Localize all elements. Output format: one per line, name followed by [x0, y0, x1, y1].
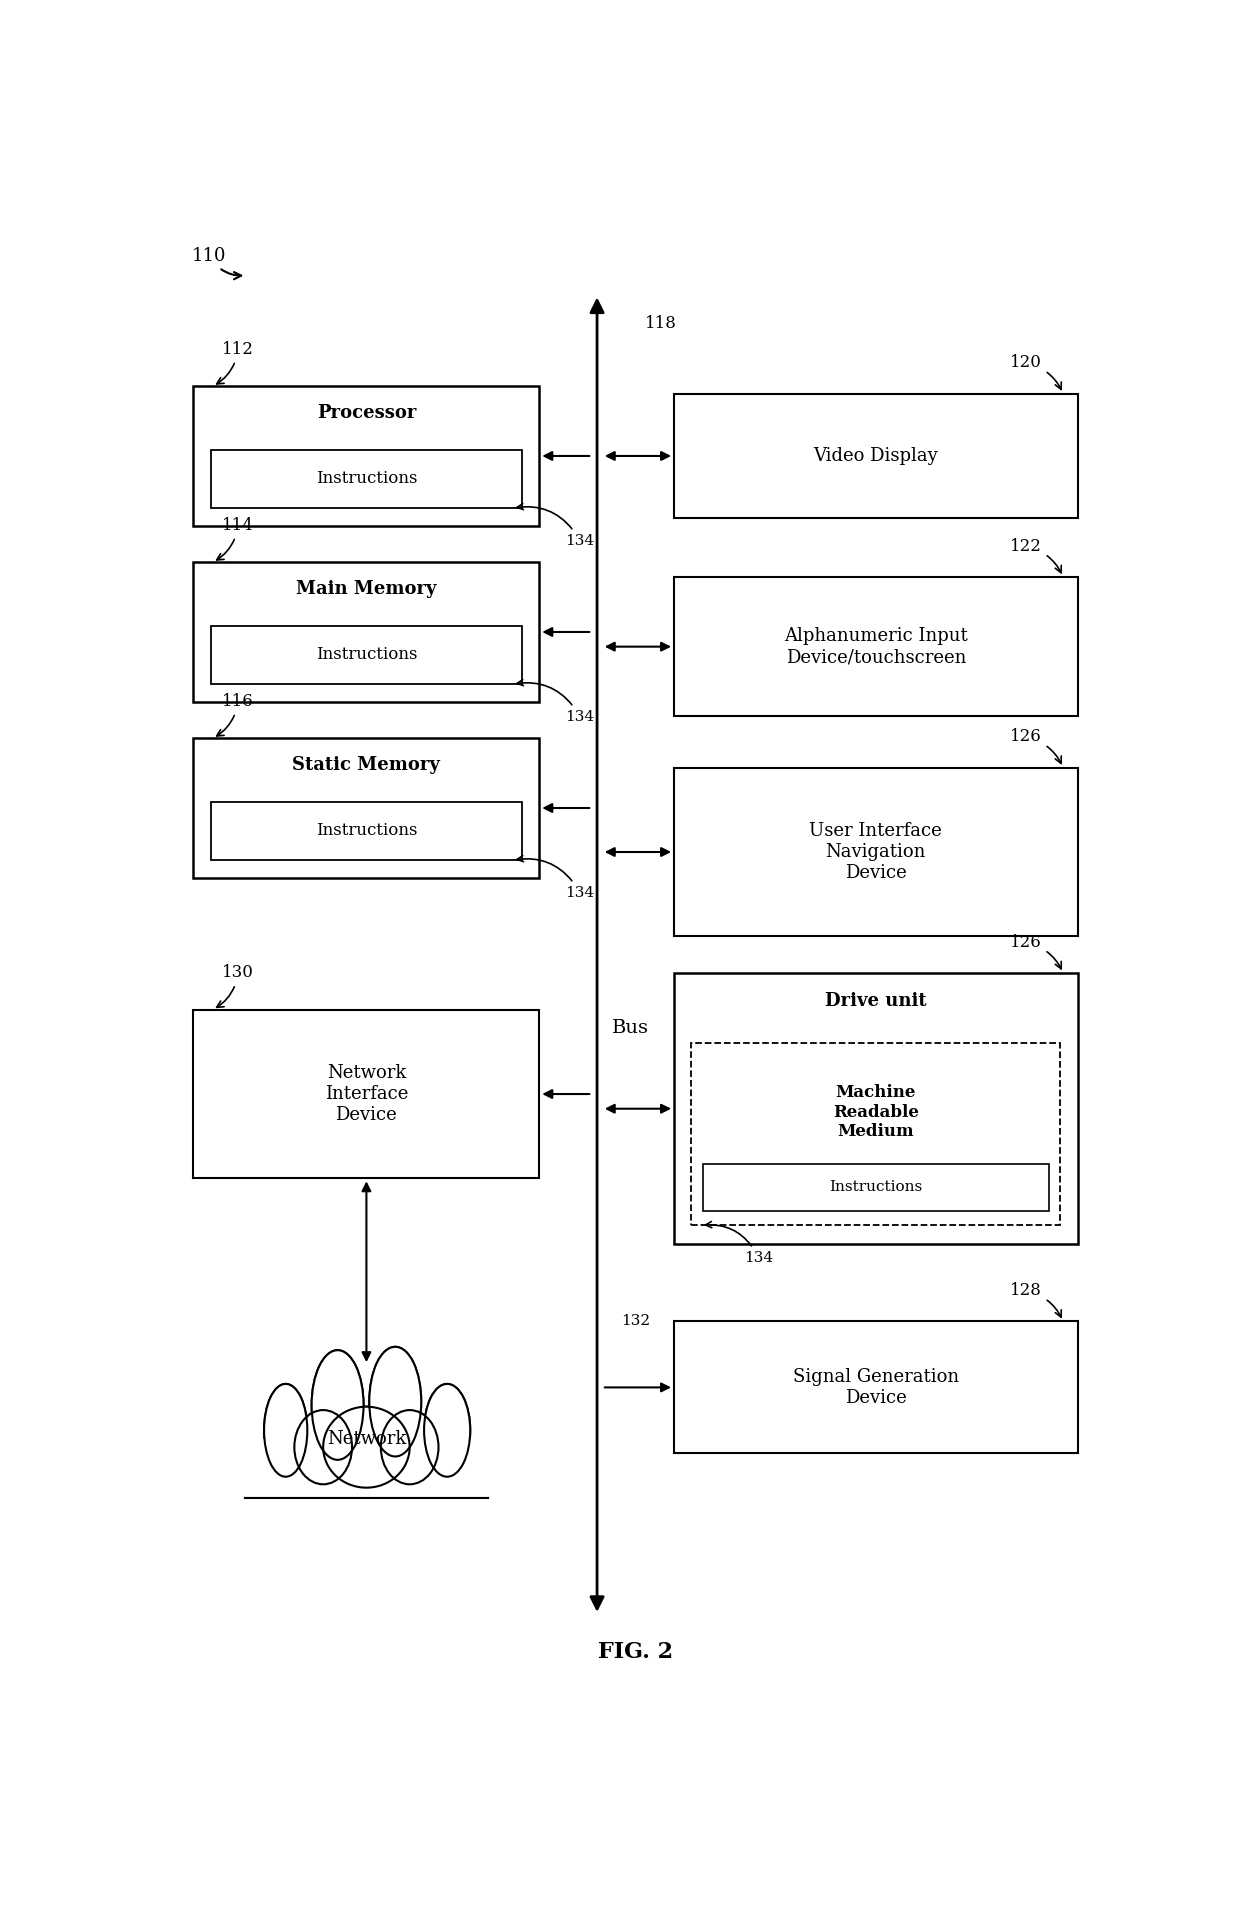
Text: 122: 122	[1011, 537, 1061, 573]
FancyBboxPatch shape	[246, 1438, 487, 1497]
Ellipse shape	[381, 1410, 439, 1484]
FancyBboxPatch shape	[246, 1438, 487, 1497]
Text: Network
Interface
Device: Network Interface Device	[325, 1065, 408, 1124]
Text: Network: Network	[326, 1431, 407, 1448]
FancyBboxPatch shape	[211, 625, 522, 684]
Text: Signal Generation
Device: Signal Generation Device	[792, 1368, 959, 1406]
Text: Processor: Processor	[316, 404, 417, 421]
Ellipse shape	[294, 1410, 352, 1484]
Ellipse shape	[370, 1347, 422, 1457]
Text: 150: 150	[341, 1534, 373, 1551]
Text: 126: 126	[1011, 933, 1061, 970]
FancyBboxPatch shape	[193, 1010, 539, 1179]
Text: 134: 134	[517, 503, 594, 549]
Text: 112: 112	[217, 341, 254, 385]
FancyBboxPatch shape	[675, 1322, 1078, 1454]
Text: 134: 134	[517, 680, 594, 724]
Ellipse shape	[264, 1383, 308, 1476]
FancyBboxPatch shape	[193, 387, 539, 526]
Text: Machine
Readable
Medium: Machine Readable Medium	[833, 1084, 919, 1141]
Text: Bus: Bus	[611, 1019, 649, 1036]
Ellipse shape	[424, 1383, 470, 1476]
Text: 134: 134	[706, 1221, 774, 1265]
Text: FIG. 2: FIG. 2	[598, 1642, 673, 1663]
FancyBboxPatch shape	[675, 973, 1078, 1244]
Ellipse shape	[311, 1351, 363, 1459]
Text: Drive unit: Drive unit	[825, 993, 926, 1010]
Text: 120: 120	[1011, 354, 1061, 389]
FancyBboxPatch shape	[193, 739, 539, 878]
FancyBboxPatch shape	[675, 577, 1078, 716]
Ellipse shape	[424, 1383, 470, 1476]
Text: 128: 128	[1011, 1282, 1061, 1316]
Text: Instructions: Instructions	[316, 646, 417, 663]
Text: User Interface
Navigation
Device: User Interface Navigation Device	[810, 823, 942, 882]
FancyBboxPatch shape	[675, 394, 1078, 518]
FancyBboxPatch shape	[193, 562, 539, 701]
Ellipse shape	[324, 1406, 409, 1488]
Text: Static Memory: Static Memory	[293, 756, 440, 773]
Text: Alphanumeric Input
Device/touchscreen: Alphanumeric Input Device/touchscreen	[784, 627, 967, 667]
Text: Instructions: Instructions	[830, 1181, 923, 1194]
Text: Instructions: Instructions	[316, 471, 417, 488]
Ellipse shape	[294, 1410, 352, 1484]
Text: Instructions: Instructions	[316, 823, 417, 840]
FancyBboxPatch shape	[691, 1044, 1060, 1225]
Text: 110: 110	[191, 248, 242, 280]
FancyBboxPatch shape	[675, 768, 1078, 937]
Ellipse shape	[370, 1347, 422, 1457]
Text: Video Display: Video Display	[813, 448, 939, 465]
Text: Main Memory: Main Memory	[296, 579, 436, 598]
Ellipse shape	[381, 1410, 439, 1484]
Text: 130: 130	[217, 964, 254, 1008]
FancyBboxPatch shape	[222, 1497, 511, 1574]
FancyBboxPatch shape	[211, 802, 522, 859]
FancyBboxPatch shape	[211, 450, 522, 509]
Ellipse shape	[264, 1383, 308, 1476]
FancyBboxPatch shape	[703, 1164, 1049, 1212]
Text: 134: 134	[517, 855, 594, 899]
Text: 126: 126	[1011, 728, 1061, 764]
Text: 118: 118	[645, 316, 677, 333]
Text: 114: 114	[217, 516, 254, 560]
Text: 132: 132	[621, 1314, 650, 1328]
Ellipse shape	[324, 1406, 409, 1488]
Text: 116: 116	[217, 693, 254, 735]
Ellipse shape	[311, 1351, 363, 1459]
